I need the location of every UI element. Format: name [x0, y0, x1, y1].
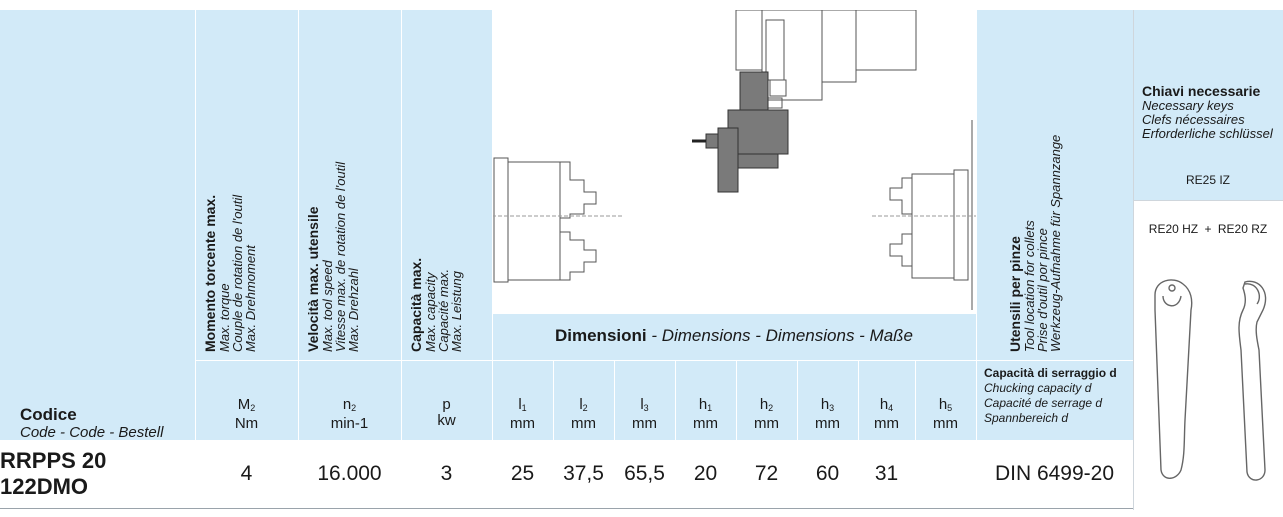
dimensions-caption: Dimensioni - Dimensions - Dimensions - M…: [492, 326, 976, 346]
col-divider: [195, 10, 196, 508]
speed-unit: min-1: [330, 415, 369, 432]
key-code-2a: RE20 HZ: [1148, 222, 1199, 236]
speed-symbol-cell: n2 min-1: [298, 397, 401, 432]
keys-header: Chiavi necessarie Necessary keys Clefs n…: [1142, 84, 1283, 141]
collet-value: DIN 6499-20: [994, 461, 1115, 485]
wrench-drawing: [1154, 279, 1267, 481]
chucking-line-3: Spannbereich d: [984, 411, 1069, 425]
col-divider: [1133, 10, 1134, 510]
torque-symbol-cell: M2 Nm: [195, 397, 298, 432]
col-divider: [298, 10, 299, 508]
bottom-rule: [0, 508, 1133, 509]
torque-line-3: Max. Drehmoment: [243, 245, 258, 352]
dim-h5-header: h5 mm: [933, 396, 958, 432]
keys-line-1: Necessary keys: [1142, 98, 1234, 113]
plus-sign: +: [1204, 222, 1212, 236]
col-divider: [553, 360, 554, 508]
dim-l1-header: l1 mm: [510, 396, 535, 432]
chucking-line-1: Chucking capacity d: [984, 381, 1092, 395]
key-code-1: RE25 IZ: [1185, 173, 1230, 187]
key-code-2: RE20 HZ + RE20 RZ: [1133, 222, 1283, 236]
code-title: Codice: [20, 405, 77, 424]
dimension-drawing-area: [491, 9, 976, 314]
col-divider: [976, 10, 977, 508]
torque-value: 4: [240, 461, 253, 485]
row-divider: [195, 360, 1133, 361]
dim-l3-header: l3 mm: [632, 396, 657, 432]
capacity-symbol: p: [442, 396, 451, 413]
product-code: RRPPS 20 122DMO: [0, 447, 107, 499]
col-divider: [401, 10, 402, 508]
data-row-band: [0, 440, 1133, 508]
col-divider: [797, 360, 798, 508]
capacity-line-3: Max. Leistung: [449, 271, 464, 352]
dim-h1-header: h1 mm: [693, 396, 718, 432]
chucking-header: Capacità di serraggio d Chucking capacit…: [984, 366, 1133, 426]
keys-title: Chiavi necessarie: [1142, 83, 1261, 99]
col-divider: [492, 10, 493, 508]
col-divider: [915, 360, 916, 508]
col-divider: [858, 360, 859, 508]
chucking-line-2: Capacité de serrage d: [984, 396, 1103, 410]
collets-title: Utensili per pinze: [1007, 236, 1023, 352]
dim-h2-value: 72: [754, 461, 779, 485]
torque-header: Momento torcente max. Max. torque Couple…: [202, 194, 258, 352]
capacity-value: 3: [440, 461, 453, 485]
dim-h1-value: 20: [693, 461, 718, 485]
col-divider: [675, 360, 676, 508]
keys-line-2: Clefs nécessaires: [1142, 112, 1245, 127]
capacity-unit: kw: [437, 412, 456, 429]
capacity-header: Capacità max. Max. capacity Capacité max…: [408, 257, 464, 352]
code-subtitle: Code - Code - Bestell: [20, 424, 164, 441]
chuck-drawing: [491, 9, 976, 310]
collets-line-3: Werkzeug-Aufnahme für Spannzange: [1048, 134, 1063, 352]
speed-header: Velocità max. utensile Max. tool speed V…: [305, 162, 361, 352]
dimensions-caption-bold: Dimensioni: [554, 326, 647, 345]
keys-header-band: [1133, 10, 1283, 200]
speed-title: Velocità max. utensile: [305, 206, 321, 352]
dim-h4-header: h4 mm: [874, 396, 899, 432]
dim-h5-value: [915, 450, 976, 497]
chucking-title: Capacità di serraggio d: [984, 366, 1117, 380]
torque-unit: Nm: [234, 415, 259, 432]
dim-l2-header: l2 mm: [571, 396, 596, 432]
dim-h4-value: 31: [874, 461, 899, 485]
dim-h3-header: h3 mm: [815, 396, 840, 432]
capacity-symbol-cell: p kw: [401, 397, 492, 429]
dim-l2-value: 37,5: [563, 461, 604, 485]
torque-symbol: M2: [237, 396, 256, 414]
capacity-title: Capacità max.: [408, 257, 424, 352]
collets-header: Utensili per pinze Tool location for col…: [1007, 134, 1063, 352]
code-header: Codice Code - Code - Bestell: [20, 405, 195, 442]
speed-symbol: n2: [342, 396, 357, 414]
row-divider: [1133, 200, 1283, 201]
dimensions-caption-rest: - Dimensions - Dimensions - Maße: [646, 326, 914, 345]
speed-line-3: Max. Drehzahl: [346, 268, 361, 352]
col-divider: [614, 360, 615, 508]
dim-l3-value: 65,5: [624, 461, 665, 485]
torque-title: Momento torcente max.: [202, 194, 218, 352]
key-code-2b: RE20 RZ: [1217, 222, 1268, 236]
dim-h2-header: h2 mm: [754, 396, 779, 432]
keys-line-3: Erforderliche schlüssel: [1142, 126, 1273, 141]
dim-h3-value: 60: [815, 461, 840, 485]
speed-value: 16.000: [317, 461, 382, 485]
col-divider: [736, 360, 737, 508]
dim-l1-value: 25: [510, 461, 535, 485]
